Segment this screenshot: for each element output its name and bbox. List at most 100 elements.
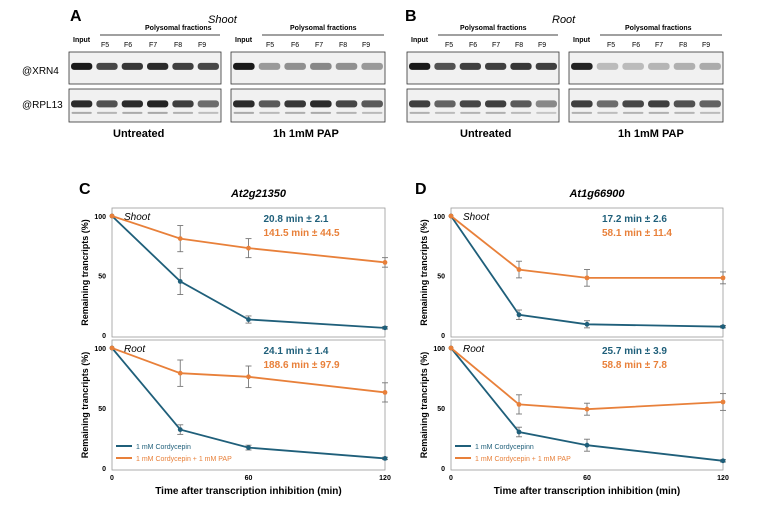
blot-band <box>310 100 332 108</box>
blot-band <box>197 62 219 70</box>
fraction-label: F7 <box>149 42 157 49</box>
y-tick-label: 100 <box>433 346 445 353</box>
blot-band <box>335 62 358 70</box>
blot-header: Polysomal fractions <box>145 25 212 32</box>
blot-minor-band <box>409 111 430 114</box>
blot-band <box>535 100 557 108</box>
blot-band <box>233 100 255 108</box>
panel-label-d: D <box>415 181 427 198</box>
fraction-label: F9 <box>702 42 710 49</box>
y-tick-label: 100 <box>94 214 106 221</box>
plot-frame <box>111 339 386 471</box>
blot-band <box>147 100 169 108</box>
row-label-rpl13: @RPL13 <box>22 100 63 111</box>
input-label: Input <box>235 37 253 44</box>
data-point <box>382 390 388 395</box>
y-tick-label: 50 <box>98 406 106 413</box>
y-tick-label: 50 <box>437 274 445 281</box>
blot-minor-band <box>96 111 118 114</box>
blot-band <box>409 62 431 70</box>
fraction-label: F5 <box>101 42 109 49</box>
y-tick-label: 0 <box>102 466 106 473</box>
blot-strip <box>68 88 222 123</box>
blot-band <box>284 100 306 108</box>
blot-band <box>535 62 557 70</box>
blot-minor-band <box>122 111 143 114</box>
blot-band <box>121 62 143 70</box>
half-life-annotation: 188.6 min ± 97.9 <box>264 360 341 371</box>
fraction-label: F5 <box>445 42 453 49</box>
legend-label: 1 mM Cordycepin <box>136 444 191 451</box>
blot-minor-band <box>284 111 306 114</box>
fraction-label: F8 <box>679 42 687 49</box>
blot-band <box>434 62 456 70</box>
chart-2: 100 50 0 Root 24.1 min ± 1.4 188.6 min ± 97.9… <box>80 339 391 497</box>
half-life-annotation: 58.1 min ± 11.4 <box>602 228 672 239</box>
legend-label: 1 mM Cordycepin + 1 mM PAP <box>136 456 232 463</box>
fraction-label: F6 <box>124 42 132 49</box>
condition-label: 1h 1mM PAP <box>273 128 339 140</box>
condition-label: 1h 1mM PAP <box>618 128 684 140</box>
series-cordycepin <box>109 213 388 331</box>
half-life-annotation: 17.2 min ± 2.6 <box>602 214 667 225</box>
row-label-xrn4: @XRN4 <box>22 66 59 77</box>
blot-band <box>648 100 670 108</box>
input-label: Input <box>573 37 591 44</box>
blot-a-right-header: Polysomal fractions Input F5 F6 F7 F8 F9 <box>235 25 384 49</box>
blot-strip <box>406 51 560 85</box>
x-tick-label: 60 <box>245 475 253 482</box>
decay-charts: 100 50 0 Shoot 20.8 min ± 2.1 141.5 min ± 44.… <box>80 188 729 497</box>
subplot-label: Shoot <box>463 212 490 223</box>
data-point <box>448 213 454 219</box>
x-axis-label: Time after transcription inhibition (min… <box>155 486 342 497</box>
panel-label-a: A <box>70 8 82 25</box>
chart-4: 100 50 0 Root 25.7 min ± 3.9 58.8 min ± 7.8 0 6… <box>419 339 729 497</box>
blot-b-untreated <box>406 51 560 123</box>
blot-band <box>485 62 507 70</box>
blot-b-tissue: Root <box>552 14 576 26</box>
half-life-annotation: 141.5 min ± 44.5 <box>264 228 341 239</box>
data-point <box>516 429 522 435</box>
fraction-label: F9 <box>538 42 546 49</box>
fraction-label: F6 <box>632 42 640 49</box>
data-point <box>720 399 726 405</box>
y-axis-label: Remaining trancripts (%) <box>419 352 429 459</box>
blot-strip <box>568 51 724 85</box>
condition-label: Untreated <box>113 128 164 140</box>
y-tick-label: 100 <box>433 214 445 221</box>
fraction-label: F8 <box>174 42 182 49</box>
fraction-label: F5 <box>266 42 274 49</box>
blot-strip <box>406 88 560 123</box>
data-point <box>382 325 388 331</box>
blot-minor-band <box>622 111 644 114</box>
blot-band <box>409 100 431 108</box>
data-point <box>584 275 590 281</box>
half-life-annotation: 24.1 min ± 1.4 <box>264 346 329 357</box>
series-line <box>450 215 723 279</box>
y-axis-label: Remaining trancripts (%) <box>80 219 90 326</box>
data-point <box>720 458 726 464</box>
series-line <box>450 215 724 328</box>
blot-band <box>459 62 481 70</box>
x-axis-label: Time after transcription inhibition (min… <box>494 486 681 497</box>
panel-label-c: C <box>79 181 91 198</box>
y-tick-label: 0 <box>102 333 106 340</box>
fraction-label: F7 <box>492 42 500 49</box>
y-tick-label: 50 <box>98 274 106 281</box>
fraction-label: F8 <box>515 42 523 49</box>
blot-minor-band <box>434 111 456 114</box>
blot-a-tissue: Shoot <box>208 14 238 26</box>
data-point <box>109 345 115 351</box>
blot-band <box>96 62 118 70</box>
x-tick-label: 0 <box>449 475 453 482</box>
blot-minor-band <box>310 111 332 114</box>
blot-band <box>699 100 721 108</box>
blot-band <box>361 62 383 70</box>
data-point <box>382 456 388 461</box>
x-tick-label: 120 <box>717 475 729 482</box>
blot-band <box>673 62 696 70</box>
blot-band <box>622 62 644 70</box>
blot-band <box>571 100 593 108</box>
blot-minor-band <box>147 111 168 114</box>
